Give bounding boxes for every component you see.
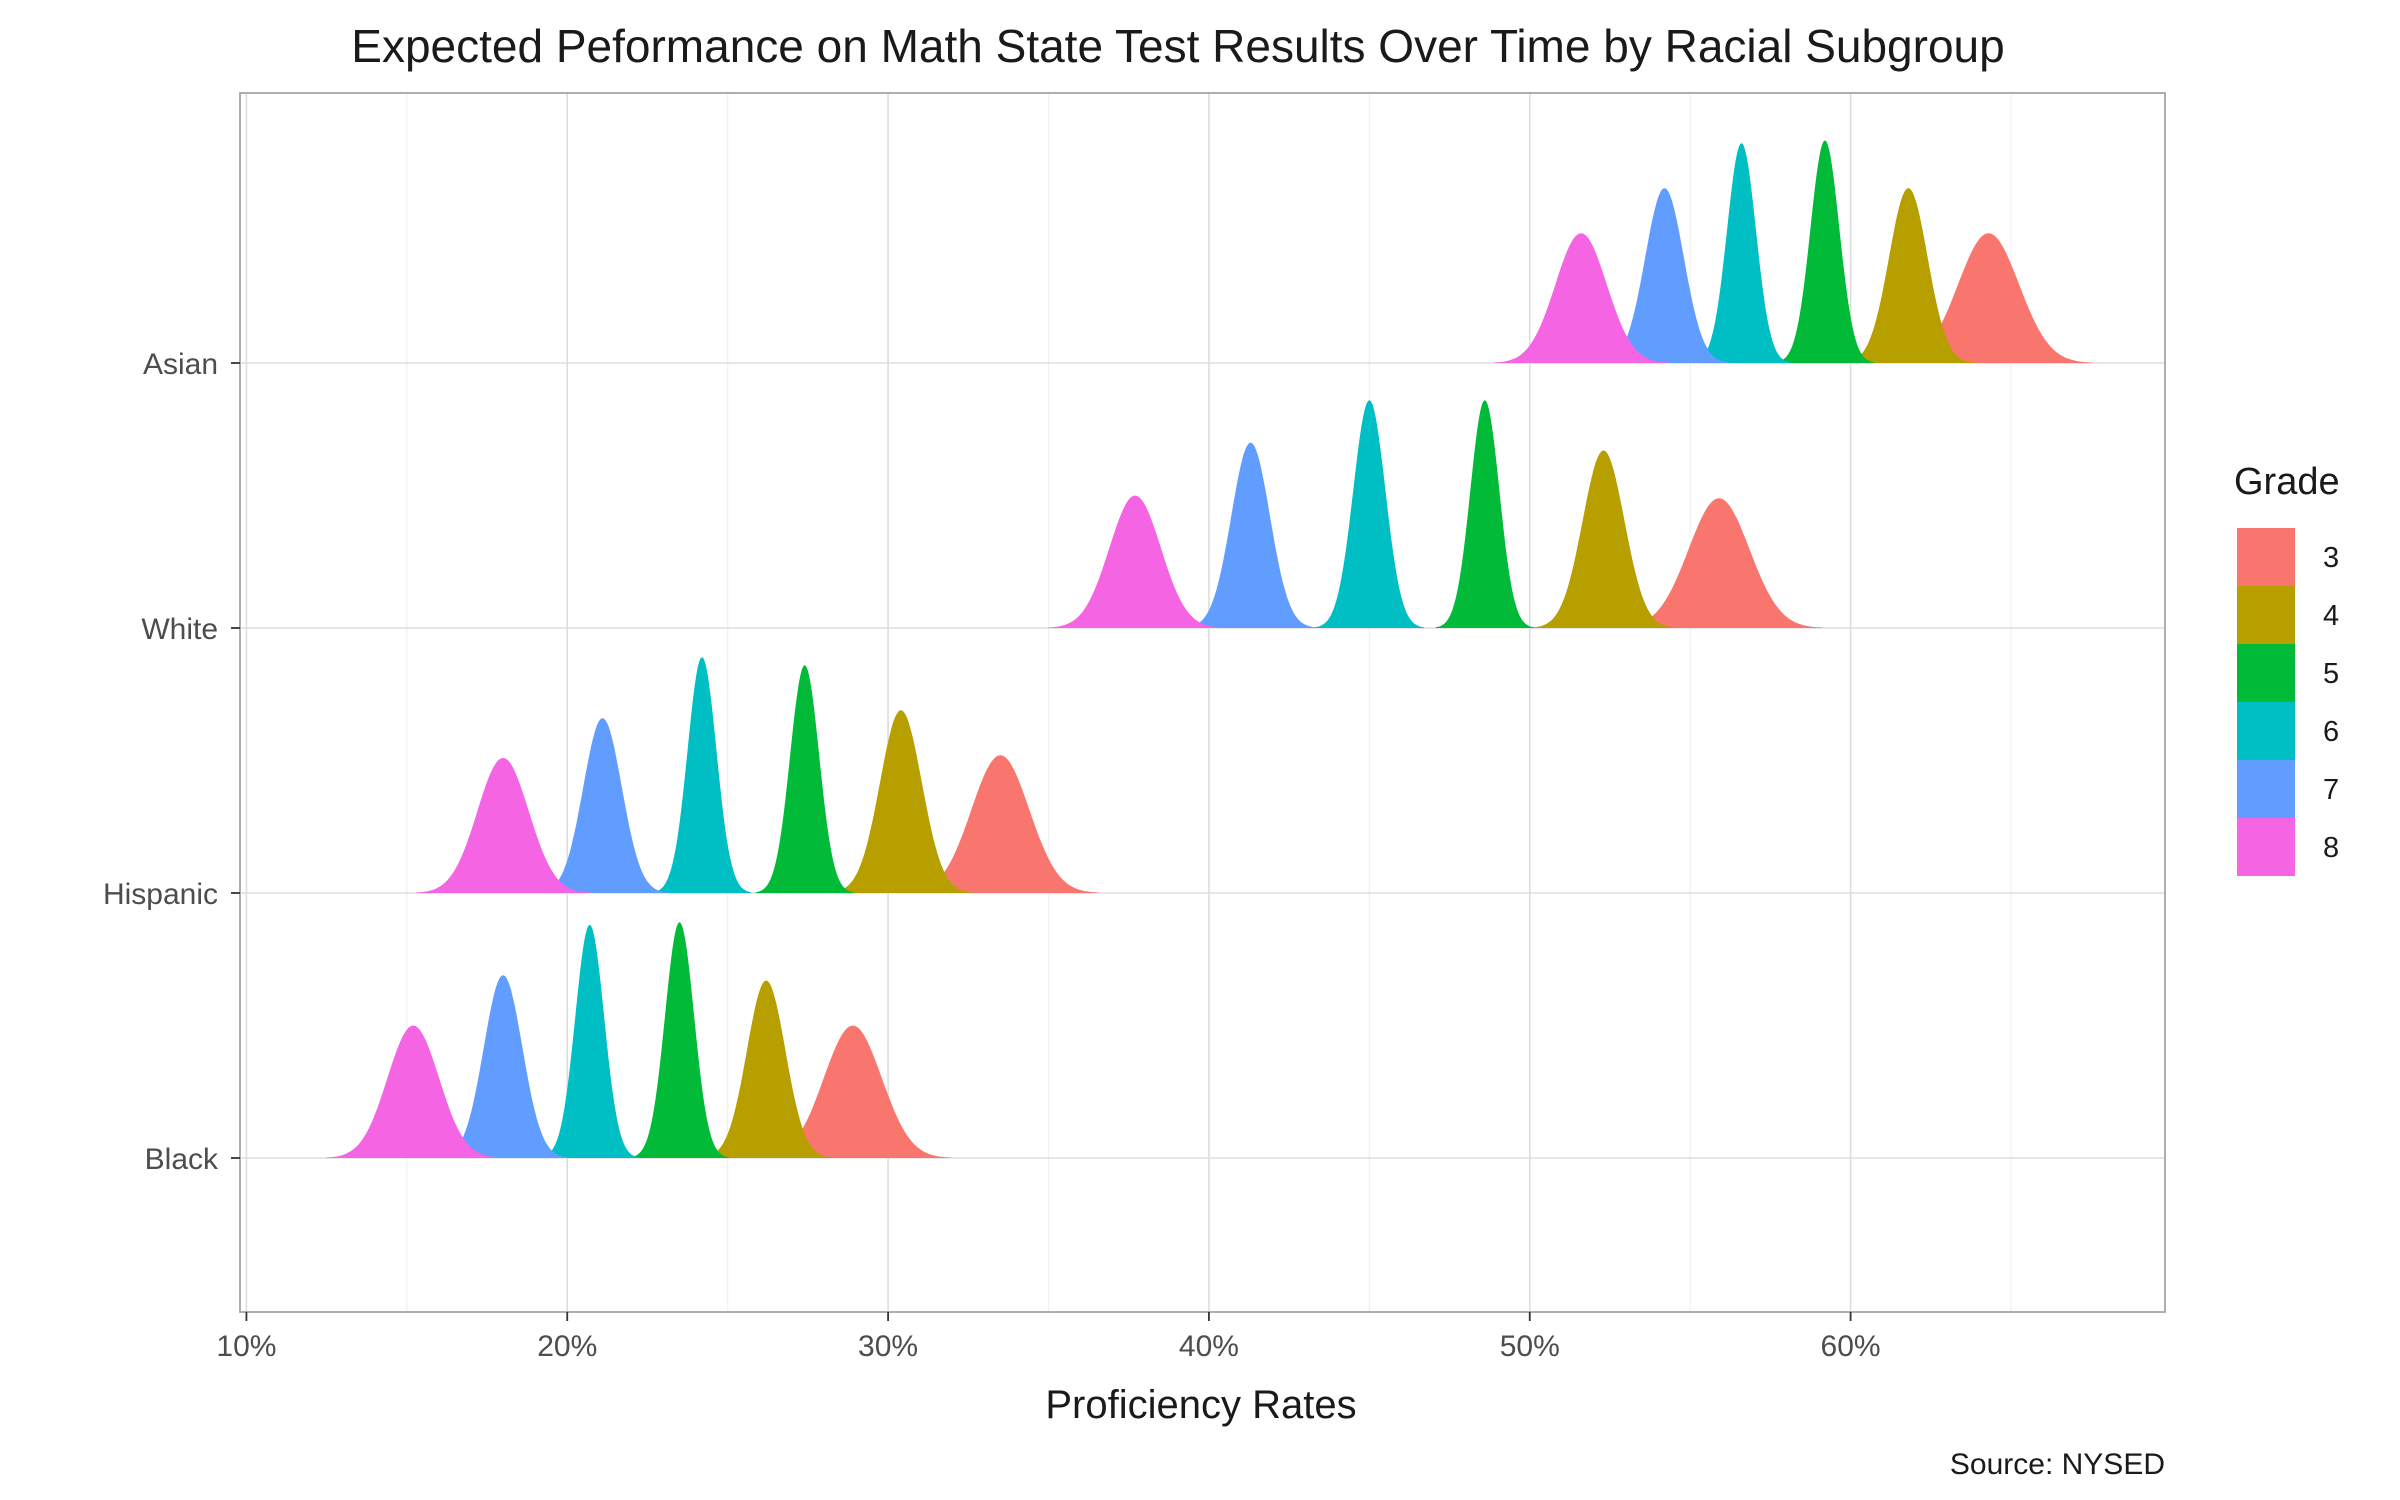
x-tick-label: 50% <box>1500 1330 1560 1363</box>
legend: Grade 3 4 5 6 7 8 <box>2234 461 2340 876</box>
ridge-black-grade-5 <box>630 922 729 1158</box>
x-tick-label: 30% <box>858 1330 918 1363</box>
y-tick-label: Hispanic <box>103 878 218 911</box>
ridge-black-grade-4 <box>700 980 832 1158</box>
ridge-hispanic-grade-8 <box>415 757 591 893</box>
ridge-white-grade-5 <box>1435 400 1534 628</box>
x-tick-label: 20% <box>537 1330 597 1363</box>
y-tick-label: Asian <box>143 348 218 381</box>
ridge-asian-grade-3 <box>1884 233 2093 363</box>
legend-key-grade-8 <box>2237 818 2295 876</box>
legend-key-grade-4 <box>2237 586 2295 644</box>
ridge-black-grade-3 <box>754 1025 951 1158</box>
legend-label: 8 <box>2323 832 2339 864</box>
legend-key-grade-5 <box>2237 644 2295 702</box>
ridge-asian-grade-5 <box>1775 140 1874 363</box>
ridge-asian-grade-4 <box>1842 188 1974 363</box>
y-tick-label: White <box>141 613 218 646</box>
ridge-white-grade-6 <box>1314 400 1424 628</box>
ridge-white-grade-7 <box>1185 442 1317 628</box>
panel-border <box>239 92 2166 1313</box>
x-axis-label: Proficiency Rates <box>1045 1383 1356 1427</box>
ridge-white-grade-8 <box>1047 495 1223 628</box>
legend-key-grade-6 <box>2237 702 2295 760</box>
ridge-asian-grade-6 <box>1692 143 1791 363</box>
source-caption: Source: NYSED <box>1950 1448 2165 1481</box>
legend-label: 3 <box>2323 542 2339 574</box>
ridge-black-grade-6 <box>540 924 639 1158</box>
ridge-white-grade-4 <box>1532 450 1675 628</box>
ridge-white-grade-3 <box>1615 498 1823 628</box>
legend-label: 7 <box>2323 774 2339 806</box>
legend-title: Grade <box>2234 461 2340 503</box>
ridge-asian-grade-8 <box>1493 233 1669 363</box>
ridge-hispanic-grade-5 <box>755 665 854 893</box>
ridge-asian-grade-7 <box>1599 188 1730 363</box>
legend-key-grade-7 <box>2237 760 2295 818</box>
ridge-hispanic-grade-3 <box>902 755 1099 893</box>
ridge-black-grade-8 <box>326 1025 501 1158</box>
chart-title: Expected Peformance on Math State Test R… <box>351 20 2004 72</box>
x-tick-label: 40% <box>1179 1330 1239 1363</box>
ridge-hispanic-grade-4 <box>830 710 972 893</box>
legend-key-grade-3 <box>2237 528 2295 586</box>
ridge-hispanic-grade-6 <box>652 657 752 893</box>
x-tick-label: 10% <box>216 1330 276 1363</box>
legend-label: 5 <box>2323 658 2339 690</box>
legend-label: 4 <box>2323 600 2339 632</box>
ridge-black-grade-7 <box>437 975 569 1158</box>
x-tick-label: 60% <box>1821 1330 1881 1363</box>
plot-panel: 10% 20% 30% 40% 50% 60% Black Hispanic White Asia… <box>103 92 2166 1363</box>
legend-label: 6 <box>2323 716 2339 748</box>
y-tick-label: Black <box>145 1143 219 1176</box>
ridge-hispanic-grade-7 <box>537 718 668 893</box>
